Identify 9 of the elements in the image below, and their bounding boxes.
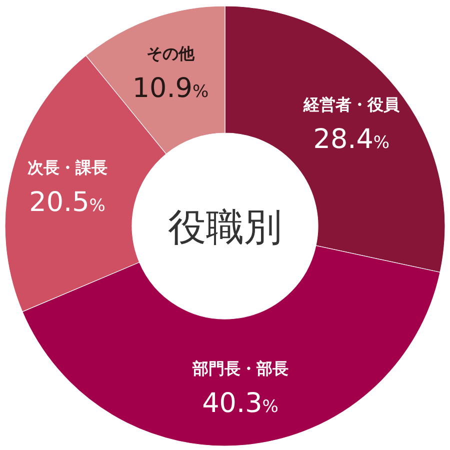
data-label: 40.3% [202,388,278,419]
slice-label: 部門長・部長 [191,358,288,378]
slice-label: その他 [146,44,196,63]
text: 役職別 [168,205,282,249]
data-label: 10.9% [132,72,209,104]
data-label: 28.4% [313,124,390,155]
slice-label: 経営者・役員 [302,94,400,114]
data-label: 20.5% [29,186,106,218]
slice-label: 次長・課長 [27,158,108,177]
